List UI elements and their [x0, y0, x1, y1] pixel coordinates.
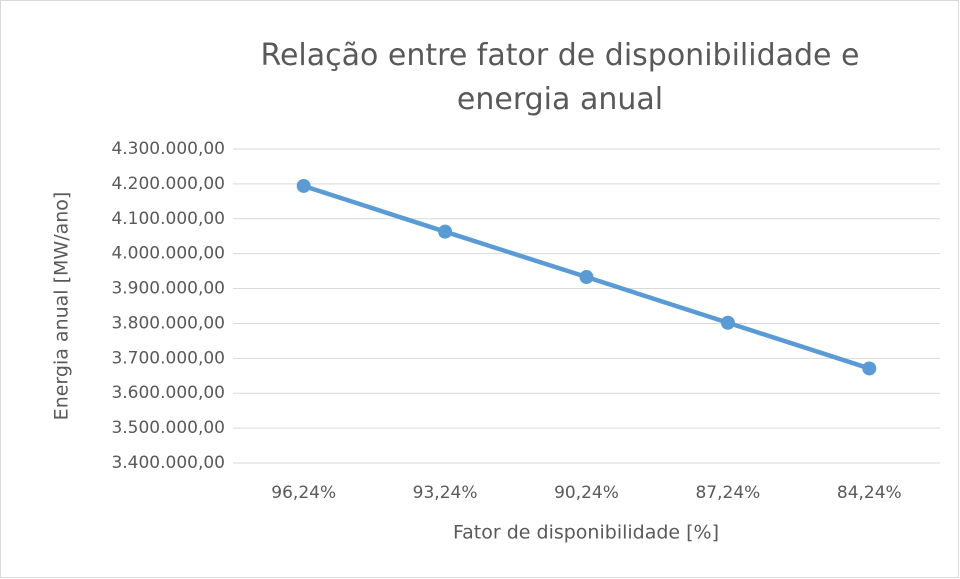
y-tick-label: 3.700.000,00: [111, 348, 225, 368]
y-tick-label: 3.500.000,00: [111, 418, 225, 438]
y-tick-label: 3.600.000,00: [111, 383, 225, 403]
marker: [862, 361, 877, 376]
marker: [296, 178, 311, 193]
y-tick-label: 4.200.000,00: [111, 174, 225, 194]
marker: [579, 270, 594, 285]
marker: [720, 315, 735, 330]
y-tick-label: 3.900.000,00: [111, 279, 225, 299]
y-tick-label: 4.300.000,00: [111, 139, 225, 159]
x-axis-title: Fator de disponibilidade [%]: [453, 522, 719, 544]
chart-title: Relação entre fator de disponibilidade e…: [260, 38, 860, 117]
y-tick-label: 3.800.000,00: [111, 313, 225, 333]
x-tick-label: 84,24%: [837, 483, 902, 503]
x-tick-label: 90,24%: [554, 483, 619, 503]
x-tick-label: 93,24%: [413, 483, 478, 503]
y-tick-label: 4.000.000,00: [111, 244, 225, 264]
y-axis-title: Energia anual [MW/ano]: [51, 192, 73, 421]
y-tick-label: 4.100.000,00: [111, 209, 225, 229]
y-tick-label: 3.400.000,00: [111, 453, 225, 473]
marker: [438, 224, 453, 239]
x-tick-label: 96,24%: [271, 483, 336, 503]
x-tick-label: 87,24%: [695, 483, 760, 503]
